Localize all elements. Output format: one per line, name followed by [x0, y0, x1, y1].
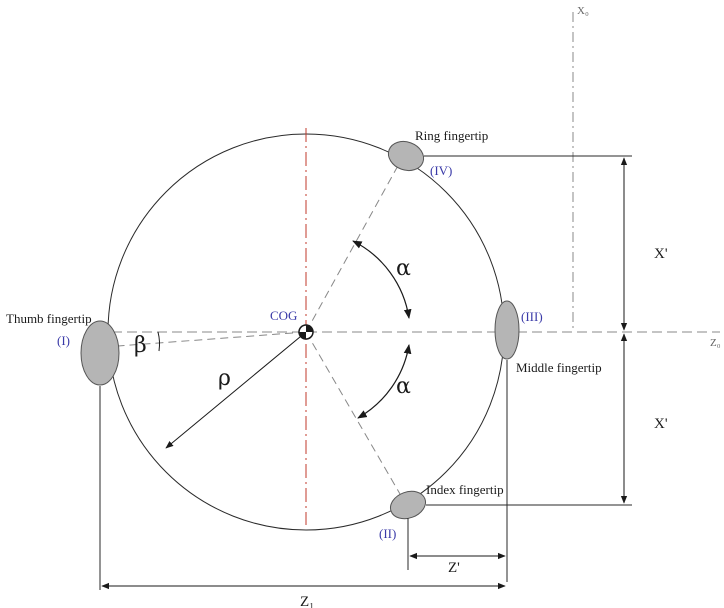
- dim-x-bottom-label: X': [654, 416, 668, 432]
- axis-z-label: Z₀: [710, 337, 721, 349]
- cog-symbol: [298, 324, 314, 340]
- dim-z-large-label: Z₁: [300, 594, 314, 608]
- radial-line-thumb: [117, 331, 307, 347]
- rho-label: ρ: [218, 366, 231, 391]
- ring-fingertip-shape: [387, 140, 425, 172]
- thumb-roman-label: (I): [57, 333, 70, 348]
- alpha-top-label: α: [396, 256, 411, 281]
- ring-fingertip-label: Ring fingertip: [415, 128, 488, 143]
- index-fingertip-label: Index fingertip: [426, 482, 504, 497]
- alpha-bottom-label: α: [396, 374, 411, 399]
- index-fingertip-shape: [390, 490, 426, 520]
- alpha-arc-bottom: [357, 344, 412, 419]
- axis-x-label: X₀: [577, 5, 589, 17]
- middle-fingertip-label: Middle fingertip: [516, 360, 602, 375]
- beta-label: β: [134, 333, 147, 358]
- dim-z-small-label: Z': [448, 560, 460, 576]
- beta-arc: [157, 331, 160, 352]
- rho-radius-arrow: [165, 331, 307, 449]
- dim-x-top-label: X': [654, 246, 668, 262]
- ring-roman-label: (IV): [430, 163, 452, 178]
- thumb-fingertip-shape: [80, 320, 120, 386]
- alpha-arc-top: [352, 240, 412, 319]
- middle-fingertip-shape: [494, 300, 520, 360]
- middle-roman-label: (III): [521, 309, 543, 324]
- cog-label: COG: [270, 308, 297, 323]
- radial-line-ring: [305, 161, 401, 333]
- index-roman-label: (II): [379, 526, 396, 541]
- radial-line-index: [305, 331, 401, 495]
- thumb-fingertip-label: Thumb fingertip: [6, 311, 92, 326]
